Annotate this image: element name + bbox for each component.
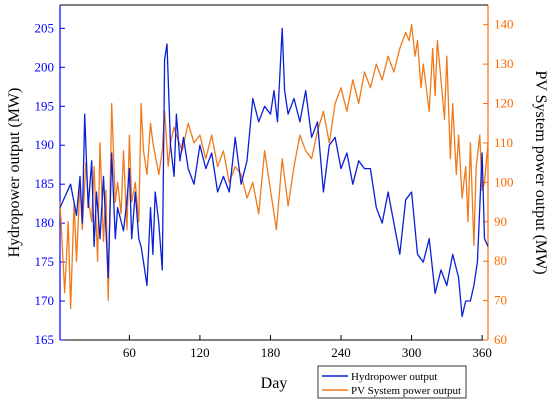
x-ticks: 60 120 180 240 300 360 [123, 335, 492, 360]
legend-box [317, 365, 467, 399]
left-y-ticks: 165 170 175 180 185 190 195 200 205 [35, 20, 65, 347]
right-y-tick-label: 120 [494, 96, 514, 111]
left-y-tick-label: 170 [35, 293, 55, 308]
x-axis-title: Day [261, 375, 288, 392]
legend: Hydropower output PV System power output [317, 365, 467, 399]
right-y-tick-label: 60 [494, 332, 507, 347]
x-tick-label: 360 [472, 345, 492, 360]
right-y-tick-label: 140 [494, 17, 514, 32]
left-y-tick-label: 180 [35, 215, 55, 230]
right-y-ticks: 60 70 80 90 100 110 120 130 140 [483, 17, 514, 347]
left-y-axis-title: Hydropower output (MW) [6, 88, 23, 258]
right-y-tick-label: 130 [494, 56, 514, 71]
hydropower-series-line [59, 27, 489, 318]
left-y-tick-label: 175 [35, 254, 55, 269]
pv-series-line [59, 24, 489, 310]
left-y-tick-label: 200 [35, 59, 55, 74]
legend-label-hydropower: Hydropower output [351, 371, 437, 383]
right-y-tick-label: 110 [494, 135, 513, 150]
left-y-tick-label: 185 [35, 176, 55, 191]
right-y-tick-label: 80 [494, 253, 507, 268]
series-layer [59, 24, 489, 318]
left-y-tick-label: 190 [35, 137, 55, 152]
x-tick-label: 60 [123, 345, 136, 360]
legend-label-pv: PV System power output [351, 385, 461, 397]
x-tick-label: 120 [190, 345, 210, 360]
left-y-tick-label: 165 [35, 332, 55, 347]
left-y-tick-label: 205 [35, 20, 55, 35]
right-y-tick-label: 70 [494, 293, 507, 308]
x-tick-label: 180 [261, 345, 281, 360]
right-y-axis-title: PV System power output (MW) [532, 70, 549, 274]
right-y-tick-label: 90 [494, 214, 507, 229]
right-y-tick-label: 100 [494, 174, 514, 189]
left-y-tick-label: 195 [35, 98, 55, 113]
x-tick-label: 300 [402, 345, 422, 360]
x-tick-label: 240 [331, 345, 351, 360]
